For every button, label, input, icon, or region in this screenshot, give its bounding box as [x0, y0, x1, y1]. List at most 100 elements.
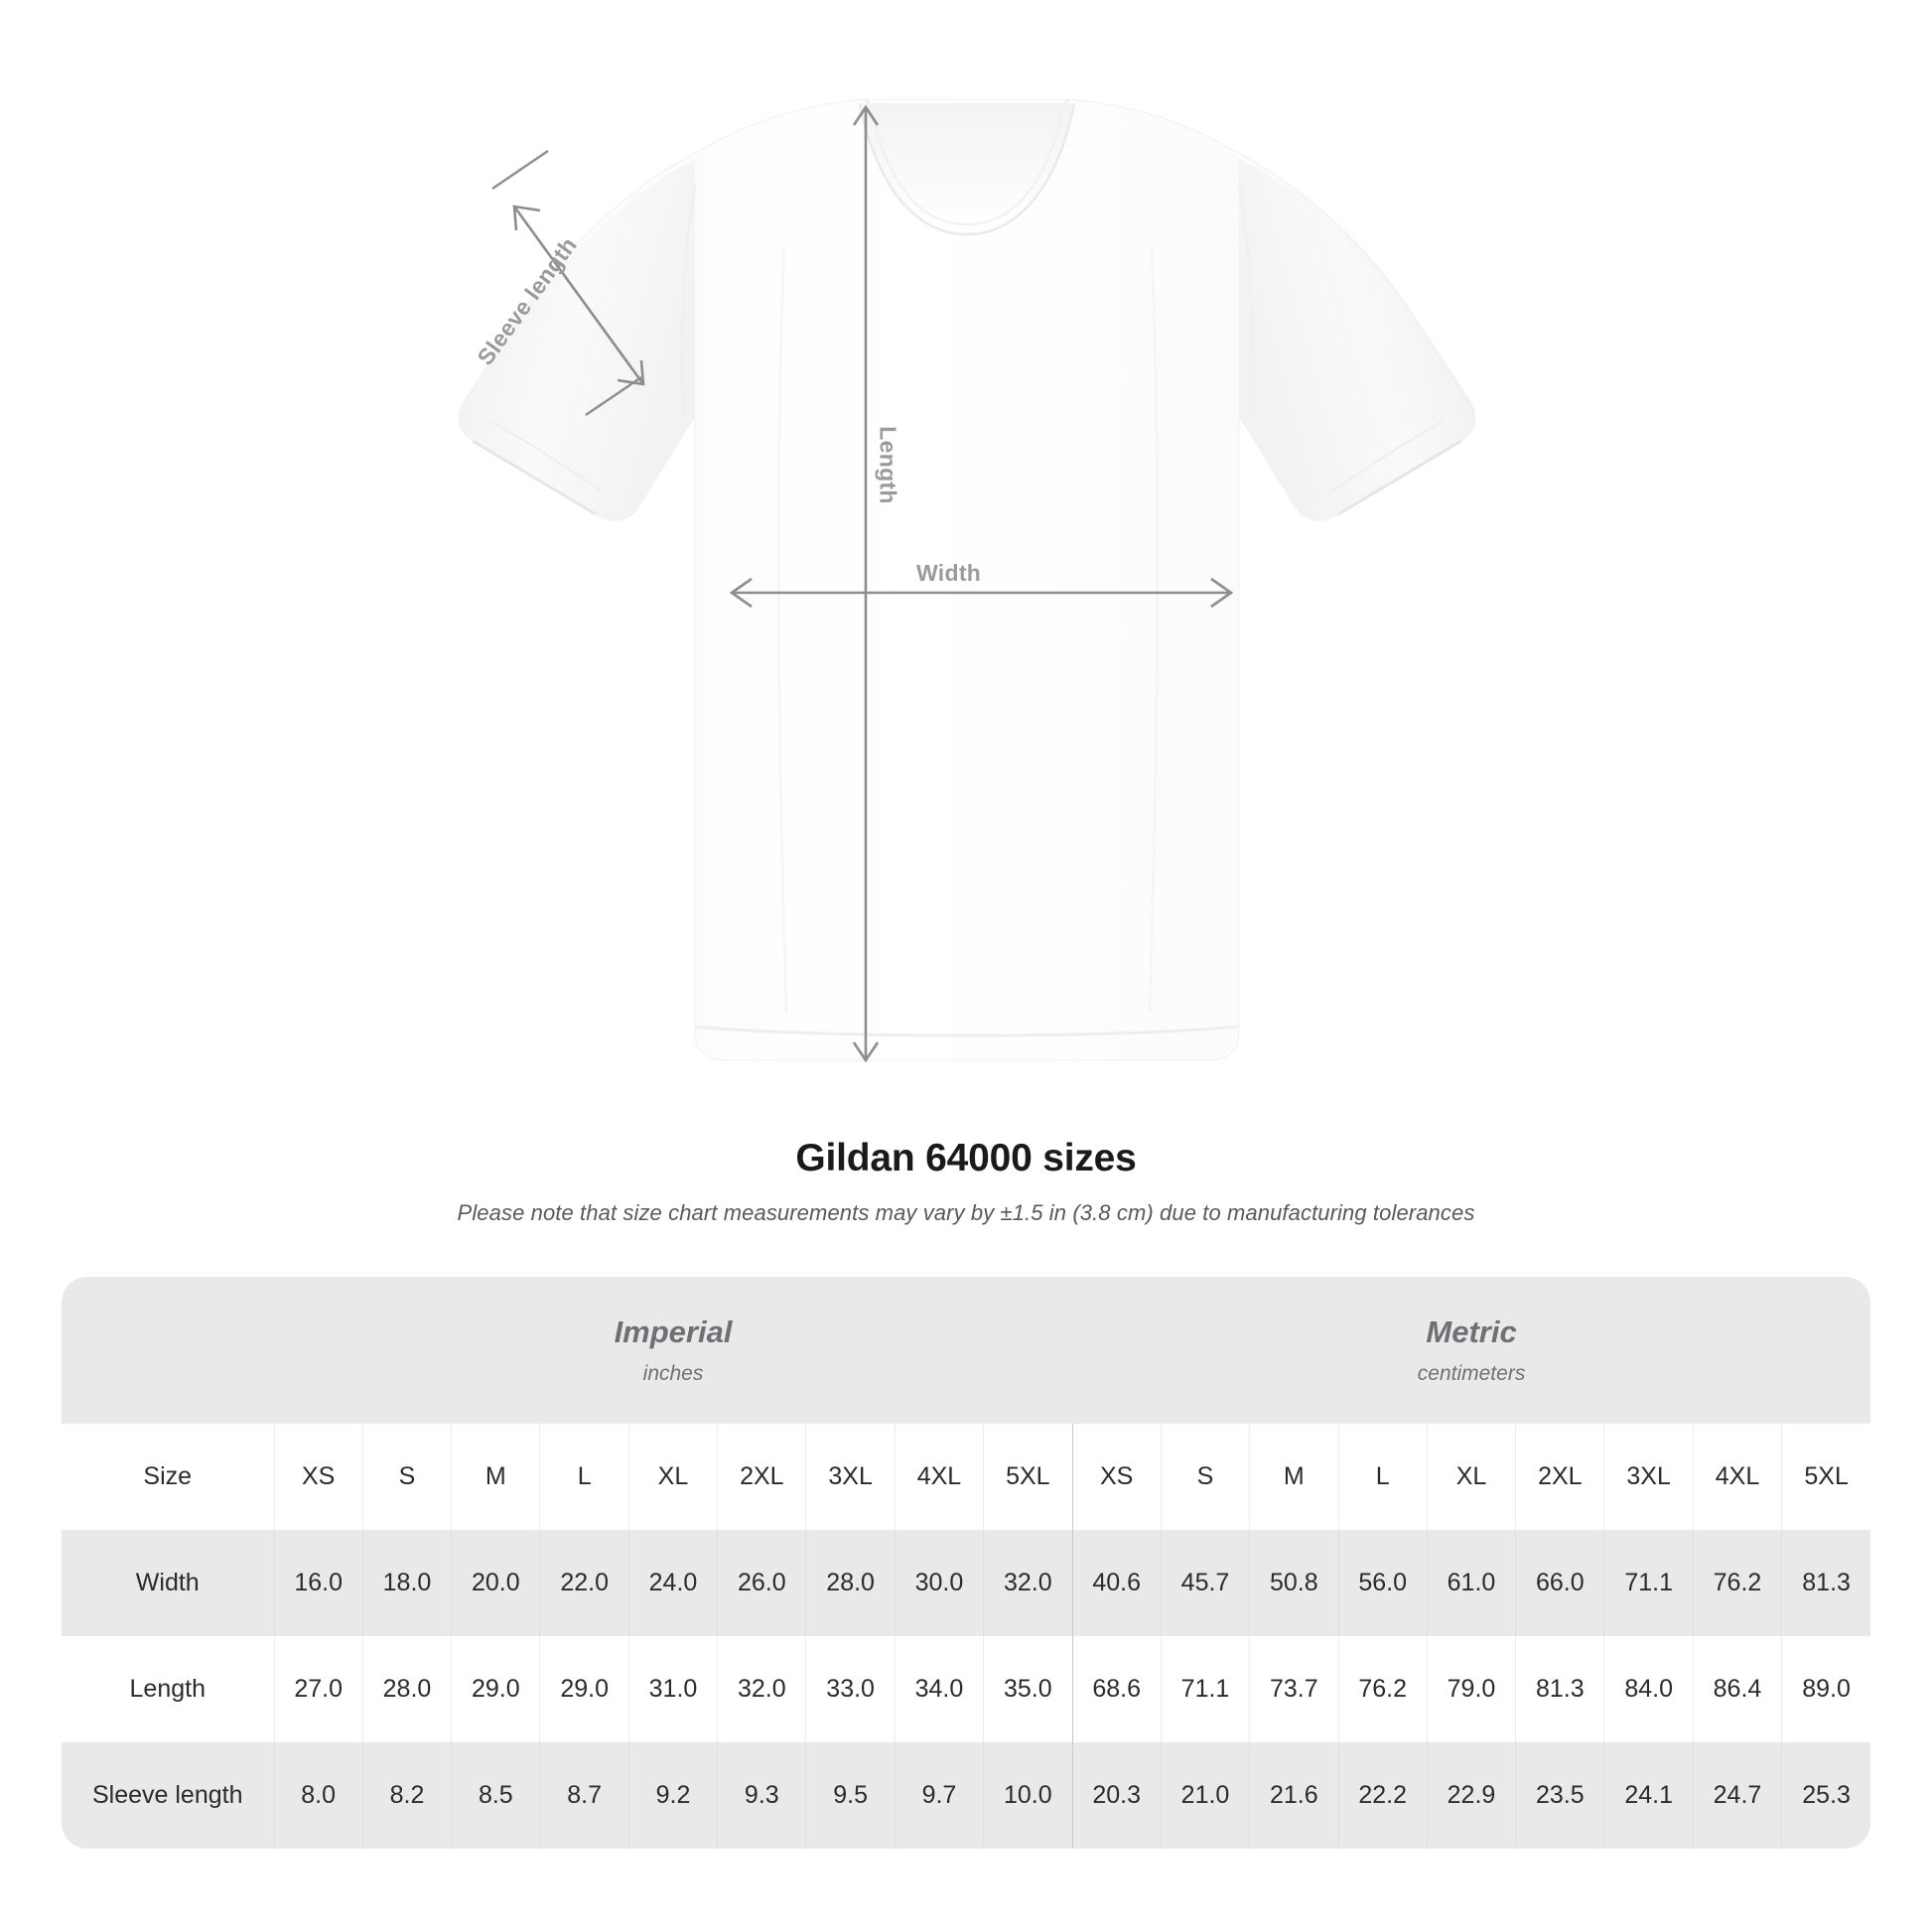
- title-block: Gildan 64000 sizes Please note that size…: [0, 1137, 1932, 1226]
- bottom-hem: [694, 1025, 1240, 1037]
- width-imperial-xl: 24.0: [627, 1530, 718, 1636]
- sleeve-imperial-4xl: 9.7: [894, 1742, 984, 1849]
- width-measure-arrow: [729, 577, 1234, 609]
- size-cell-metric-2xl: 2XL: [1515, 1424, 1604, 1530]
- sleeve-metric-l: 22.2: [1337, 1742, 1428, 1849]
- length-metric-s: 71.1: [1160, 1636, 1250, 1742]
- length-label: Length: [875, 426, 901, 504]
- length-metric-xs: 68.6: [1071, 1636, 1162, 1742]
- width-imperial-5xl: 32.0: [983, 1530, 1073, 1636]
- width-metric-xs: 40.6: [1071, 1530, 1162, 1636]
- tshirt-diagram: Sleeve length Length Width: [458, 98, 1476, 1063]
- width-imperial-l: 22.0: [539, 1530, 629, 1636]
- length-metric-m: 73.7: [1249, 1636, 1338, 1742]
- row-label-width: Width: [62, 1530, 274, 1636]
- sleeve-imperial-xl: 9.2: [627, 1742, 718, 1849]
- right-sleeve-hem: [1337, 439, 1462, 516]
- length-imperial-xs: 27.0: [273, 1636, 363, 1742]
- sleeve-imperial-m: 8.5: [451, 1742, 540, 1849]
- sleeve-length-measure-arrow: [491, 150, 645, 416]
- size-cell-imperial-5xl: 5XL: [983, 1424, 1073, 1530]
- size-cell-metric-s: S: [1160, 1424, 1250, 1530]
- length-imperial-m: 29.0: [451, 1636, 540, 1742]
- tshirt-illustration: [458, 98, 1476, 1063]
- length-metric-3xl: 84.0: [1603, 1636, 1694, 1742]
- size-table: Imperial inches Metric centimeters Size …: [62, 1277, 1871, 1849]
- width-metric-3xl: 71.1: [1603, 1530, 1694, 1636]
- size-cell-metric-m: M: [1249, 1424, 1338, 1530]
- sleeve-imperial-s: 8.2: [361, 1742, 452, 1849]
- unit-header-spacer: [62, 1277, 274, 1424]
- size-table-container: Imperial inches Metric centimeters Size …: [62, 1277, 1871, 1849]
- table-row-width: Width 16.0 18.0 20.0 22.0 24.0 26.0 28.0…: [62, 1530, 1871, 1636]
- unit-sub-imperial: inches: [642, 1362, 704, 1385]
- size-cell-metric-xl: XL: [1426, 1424, 1516, 1530]
- length-imperial-3xl: 33.0: [805, 1636, 896, 1742]
- table-row-length: Length 27.0 28.0 29.0 29.0 31.0 32.0 33.…: [62, 1636, 1871, 1742]
- row-label-sleeve-length: Sleeve length: [62, 1742, 274, 1849]
- size-cell-metric-4xl: 4XL: [1692, 1424, 1782, 1530]
- length-metric-5xl: 89.0: [1781, 1636, 1871, 1742]
- length-imperial-5xl: 35.0: [983, 1636, 1073, 1742]
- size-cell-imperial-l: L: [539, 1424, 629, 1530]
- right-sleeve: [1239, 159, 1473, 521]
- size-cell-metric-3xl: 3XL: [1603, 1424, 1694, 1530]
- length-imperial-2xl: 32.0: [717, 1636, 806, 1742]
- sleeve-imperial-l: 8.7: [539, 1742, 629, 1849]
- size-cell-imperial-2xl: 2XL: [717, 1424, 806, 1530]
- left-sleeve-hem: [472, 439, 597, 516]
- unit-name-imperial: Imperial: [614, 1314, 733, 1349]
- unit-name-metric: Metric: [1426, 1314, 1517, 1349]
- size-header-row: Size XS S M L XL 2XL 3XL 4XL 5XL XS S M …: [62, 1424, 1871, 1530]
- length-imperial-l: 29.0: [539, 1636, 629, 1742]
- width-imperial-s: 18.0: [361, 1530, 452, 1636]
- width-metric-4xl: 76.2: [1692, 1530, 1782, 1636]
- width-imperial-4xl: 30.0: [894, 1530, 984, 1636]
- sleeve-metric-xl: 22.9: [1426, 1742, 1516, 1849]
- unit-header-imperial: Imperial inches: [274, 1277, 1073, 1424]
- size-cell-imperial-m: M: [451, 1424, 540, 1530]
- left-sleeve: [461, 159, 695, 521]
- width-imperial-m: 20.0: [451, 1530, 540, 1636]
- length-imperial-s: 28.0: [361, 1636, 452, 1742]
- unit-header-row: Imperial inches Metric centimeters: [62, 1277, 1871, 1424]
- sleeve-metric-xs: 20.3: [1071, 1742, 1162, 1849]
- size-cell-imperial-xl: XL: [627, 1424, 718, 1530]
- size-cell-metric-l: L: [1337, 1424, 1428, 1530]
- length-measure-arrow: [852, 104, 880, 1063]
- sleeve-imperial-2xl: 9.3: [717, 1742, 806, 1849]
- width-metric-s: 45.7: [1160, 1530, 1250, 1636]
- length-metric-2xl: 81.3: [1515, 1636, 1604, 1742]
- width-label: Width: [916, 560, 982, 586]
- size-cell-imperial-4xl: 4XL: [894, 1424, 984, 1530]
- table-row-sleeve-length: Sleeve length 8.0 8.2 8.5 8.7 9.2 9.3 9.…: [62, 1742, 1871, 1849]
- width-metric-2xl: 66.0: [1515, 1530, 1604, 1636]
- sleeve-imperial-xs: 8.0: [273, 1742, 363, 1849]
- shirt-body-shape: [458, 98, 1476, 1061]
- size-cell-metric-5xl: 5XL: [1781, 1424, 1871, 1530]
- unit-sub-metric: centimeters: [1417, 1362, 1526, 1385]
- row-label-length: Length: [62, 1636, 274, 1742]
- sleeve-metric-2xl: 23.5: [1515, 1742, 1604, 1849]
- length-metric-4xl: 86.4: [1692, 1636, 1782, 1742]
- width-imperial-3xl: 28.0: [805, 1530, 896, 1636]
- length-imperial-xl: 31.0: [627, 1636, 718, 1742]
- sleeve-imperial-3xl: 9.5: [805, 1742, 896, 1849]
- length-metric-xl: 79.0: [1426, 1636, 1516, 1742]
- width-metric-m: 50.8: [1249, 1530, 1338, 1636]
- sleeve-imperial-5xl: 10.0: [983, 1742, 1073, 1849]
- sleeve-metric-m: 21.6: [1249, 1742, 1338, 1849]
- row-label-size: Size: [62, 1424, 274, 1530]
- sleeve-metric-5xl: 25.3: [1781, 1742, 1871, 1849]
- sleeve-metric-4xl: 24.7: [1692, 1742, 1782, 1849]
- width-metric-l: 56.0: [1337, 1530, 1428, 1636]
- size-cell-metric-xs: XS: [1071, 1424, 1162, 1530]
- length-imperial-4xl: 34.0: [894, 1636, 984, 1742]
- size-cell-imperial-s: S: [361, 1424, 452, 1530]
- width-imperial-2xl: 26.0: [717, 1530, 806, 1636]
- tolerance-note: Please note that size chart measurements…: [457, 1200, 1475, 1225]
- page-title: Gildan 64000 sizes: [795, 1137, 1137, 1179]
- width-imperial-xs: 16.0: [273, 1530, 363, 1636]
- size-cell-imperial-3xl: 3XL: [805, 1424, 896, 1530]
